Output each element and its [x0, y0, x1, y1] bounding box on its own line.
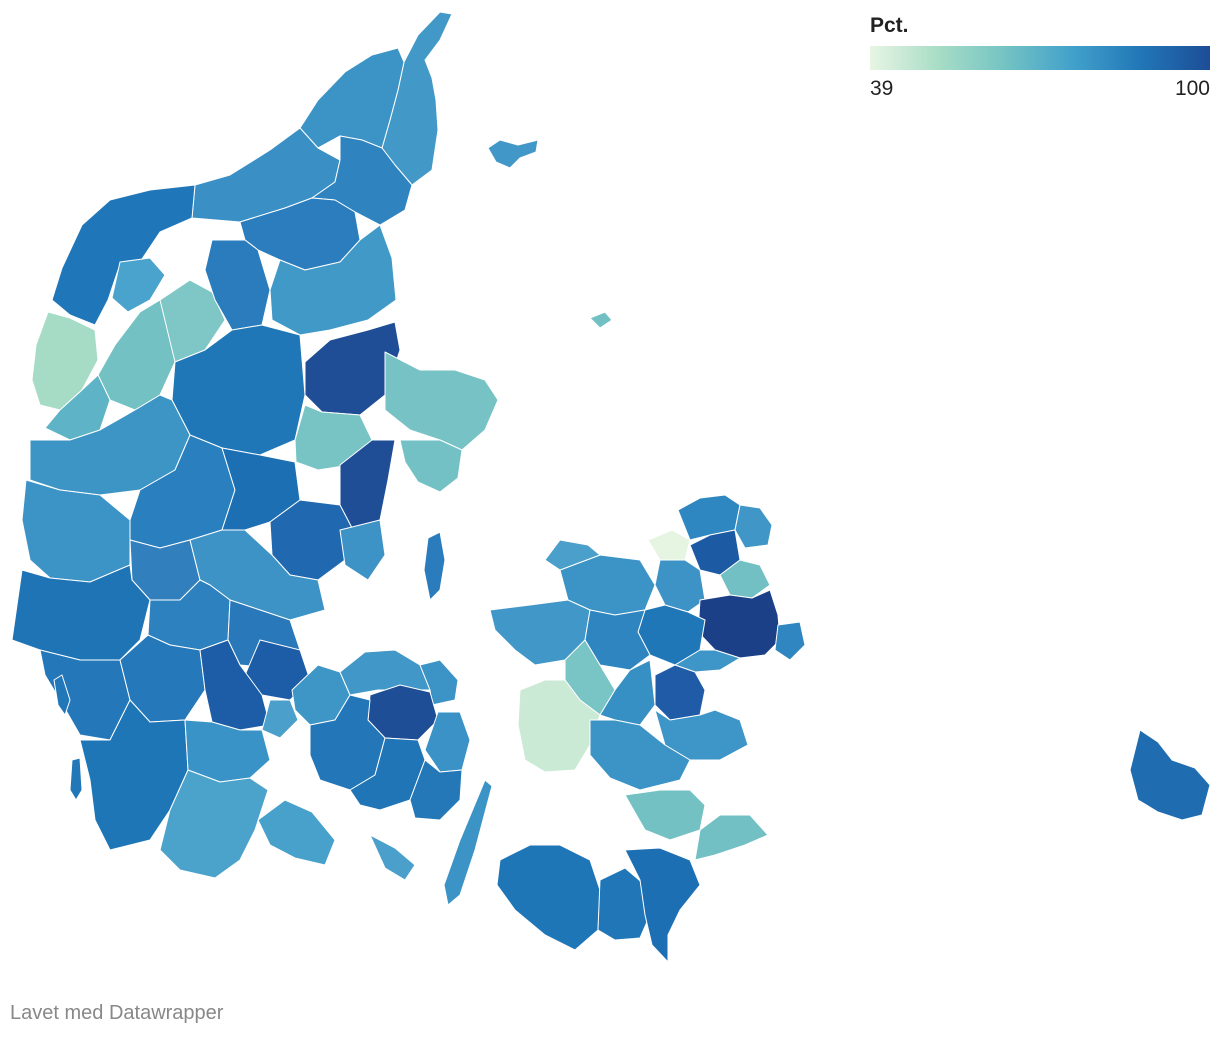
region-svendborg[interactable] [409, 759, 463, 821]
region-odder[interactable] [339, 519, 386, 581]
region-copenhagen-core[interactable] [697, 589, 781, 659]
region-lolland[interactable] [496, 844, 601, 951]
region-skive[interactable] [97, 299, 176, 411]
region-thisted[interactable] [51, 184, 196, 326]
region-vordingborg[interactable] [624, 789, 706, 841]
region-helsingor[interactable] [734, 504, 773, 549]
region-anholt[interactable] [589, 311, 613, 329]
region-varde[interactable] [11, 564, 151, 661]
region-aero[interactable] [369, 834, 416, 881]
region-romo[interactable] [53, 674, 71, 716]
region-norddjurs[interactable] [384, 351, 499, 451]
legend-title: Pct. [870, 14, 909, 37]
islands [423, 139, 1211, 821]
region-faxe[interactable] [599, 659, 656, 726]
region-kerteminde[interactable] [419, 659, 459, 706]
region-bornholm[interactable] [1129, 729, 1211, 821]
jutland-regions [11, 11, 499, 879]
region-samso[interactable] [423, 531, 446, 601]
region-ringkobing[interactable] [21, 479, 131, 583]
region-morsø[interactable] [111, 257, 166, 313]
region-mariagerfjord[interactable] [269, 224, 397, 336]
region-halsnaes[interactable] [647, 529, 691, 561]
zealand-regions [489, 494, 806, 861]
region-haderslev[interactable] [184, 719, 271, 783]
region-frederikssund[interactable] [654, 559, 706, 613]
region-koge[interactable] [654, 664, 706, 721]
region-odsherred[interactable] [544, 539, 601, 571]
region-fano[interactable] [69, 757, 83, 801]
color-legend: Pct. 39 100 [870, 12, 1210, 103]
region-sonderborg[interactable] [257, 799, 336, 866]
region-syddjurs[interactable] [399, 439, 463, 493]
region-amager[interactable] [774, 621, 806, 661]
lolland-falster-regions [496, 844, 701, 963]
legend-gradient-bar [870, 46, 1210, 70]
funen-regions [291, 649, 493, 906]
region-nordfyn[interactable] [339, 649, 431, 696]
region-fredericia[interactable] [261, 699, 299, 739]
legend-min-label: 39 [870, 77, 894, 100]
region-struer[interactable] [44, 374, 111, 441]
legend-max-label: 100 [1174, 77, 1210, 100]
region-naestved[interactable] [589, 719, 691, 791]
region-laeso[interactable] [487, 139, 539, 169]
region-guldborgsund[interactable] [597, 867, 651, 941]
region-aabenraa[interactable] [159, 769, 269, 879]
region-langeland[interactable] [443, 779, 493, 906]
region-falster[interactable] [624, 847, 701, 963]
credit-text: Lavet med Datawrapper [10, 1002, 224, 1024]
region-mon[interactable] [694, 814, 769, 861]
